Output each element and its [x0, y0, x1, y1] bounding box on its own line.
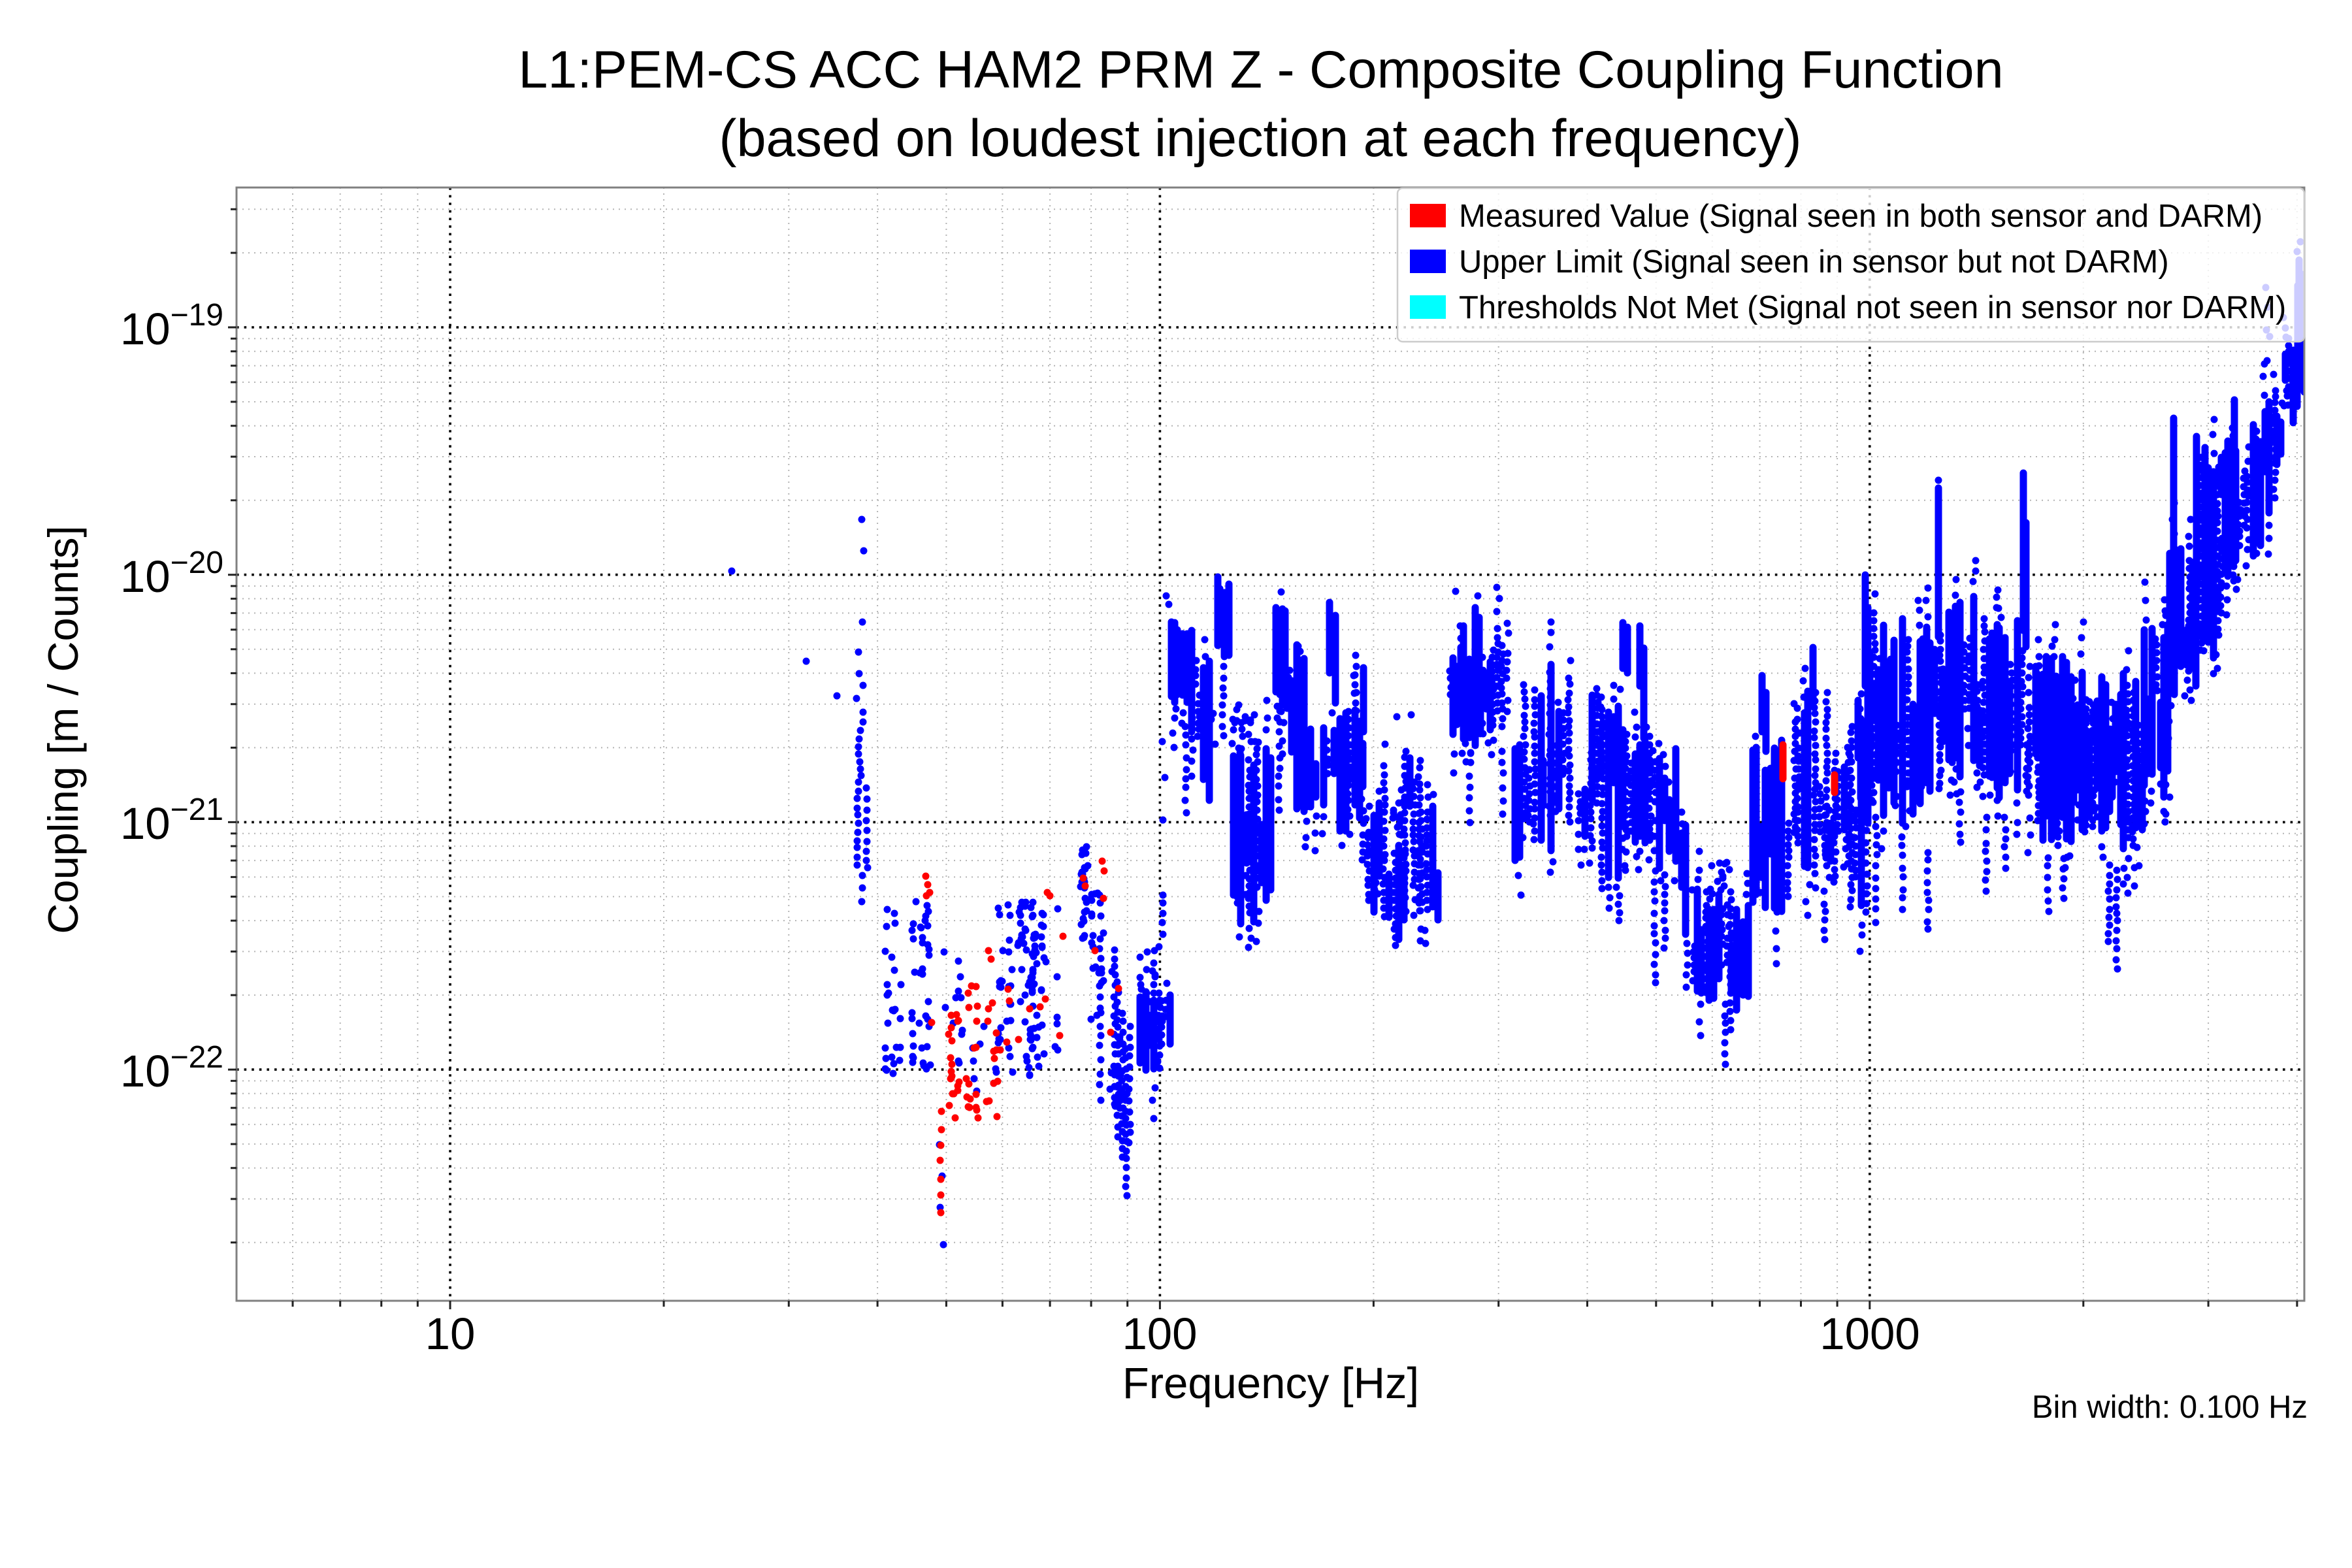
svg-text:Upper Limit (Signal seen in se: Upper Limit (Signal seen in sensor but n…: [1459, 244, 2169, 280]
svg-text:Coupling [m / Counts]: Coupling [m / Counts]: [39, 525, 87, 934]
svg-text:Frequency [Hz]: Frequency [Hz]: [1122, 1359, 1419, 1408]
svg-text:1000: 1000: [1820, 1309, 1920, 1359]
svg-text:10: 10: [425, 1309, 476, 1359]
svg-text:L1:PEM-CS ACC HAM2 PRM Z - Com: L1:PEM-CS ACC HAM2 PRM Z - Composite Cou…: [518, 41, 2003, 99]
svg-text:Thresholds Not Met (Signal not: Thresholds Not Met (Signal not seen in s…: [1459, 290, 2286, 325]
svg-text:100: 100: [1122, 1309, 1197, 1359]
svg-text:(based on loudest injection at: (based on loudest injection at each freq…: [719, 109, 1801, 168]
svg-text:Bin width: 0.100 Hz: Bin width: 0.100 Hz: [2032, 1390, 2308, 1425]
svg-text:Measured Value (Signal seen in: Measured Value (Signal seen in both sens…: [1459, 199, 2262, 234]
